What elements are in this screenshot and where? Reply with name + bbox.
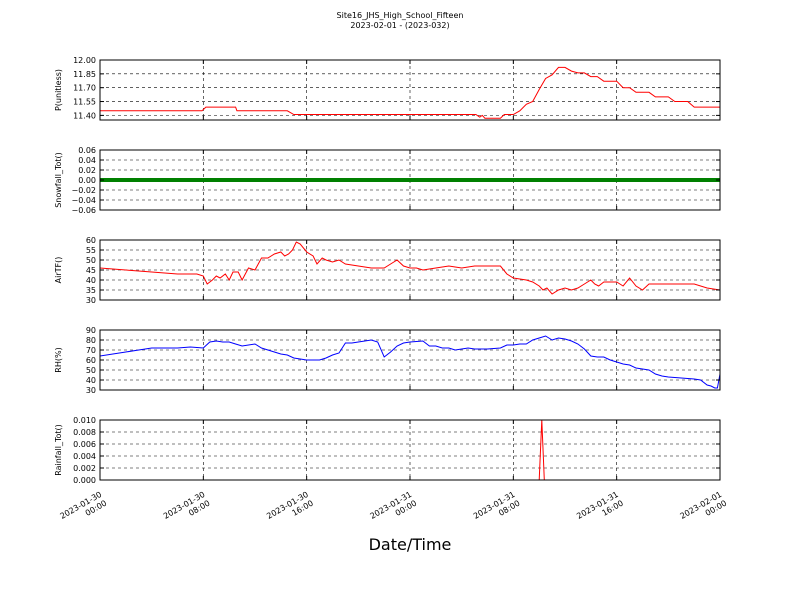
y-tick-label: 60 <box>86 236 96 245</box>
y-tick-label: 40 <box>86 376 96 385</box>
y-tick-label: 35 <box>86 286 96 295</box>
chart-title: Site16_JHS_High_School_Fifteen <box>337 11 464 20</box>
y-axis-label: P(unitless) <box>54 69 63 111</box>
y-tick-label: 11.85 <box>73 70 96 79</box>
y-tick-label: 45 <box>86 266 96 275</box>
y-tick-label: 0.010 <box>73 416 96 425</box>
y-tick-label: 80 <box>86 336 96 345</box>
y-tick-label: 55 <box>86 246 96 255</box>
y-tick-label: 90 <box>86 326 96 335</box>
y-tick-label: 0.000 <box>73 476 96 485</box>
y-tick-label: 12.00 <box>73 56 96 65</box>
panel-5: 0.000 0.002 0.004 0.006 0.008 0.010 Rainfall_T… <box>54 416 721 485</box>
y-tick-label: 70 <box>86 346 96 355</box>
y-tick-label: 0.02 <box>78 166 96 175</box>
y-tick-label: −0.04 <box>71 196 96 205</box>
y-axis-label: RH(%) <box>54 347 63 372</box>
y-tick-label: 60 <box>86 356 96 365</box>
y-axis-label: Snowfall_Tot() <box>54 152 63 208</box>
y-tick-label: 50 <box>86 366 96 375</box>
y-tick-label: 0.00 <box>78 176 96 185</box>
panels-layer: 11.40 11.55 11.70 11.85 12.00 P(unitless) −0.0… <box>54 56 721 485</box>
panel-1: 11.40 11.55 11.70 11.85 12.00 P(unitless) <box>54 56 721 121</box>
data-series-line <box>100 335 720 389</box>
y-tick-label: 11.40 <box>73 111 96 120</box>
y-tick-label: 50 <box>86 256 96 265</box>
y-tick-label: 11.70 <box>73 84 96 93</box>
y-tick-label: 0.006 <box>73 440 96 449</box>
y-tick-label: 11.55 <box>73 98 96 107</box>
panel-2: −0.06−0.04−0.020.000.020.040.06 Snowfall_… <box>54 146 721 215</box>
data-series-line <box>100 66 720 119</box>
data-series-line <box>100 241 720 295</box>
y-tick-label: 0.004 <box>73 452 96 461</box>
y-tick-label: 0.04 <box>78 156 96 165</box>
y-tick-label: 30 <box>86 296 96 305</box>
y-tick-label: 0.002 <box>73 464 96 473</box>
y-tick-label: 40 <box>86 276 96 285</box>
chart-subtitle: 2023-02-01 - (2023-032) <box>350 21 449 30</box>
x-axis-label: Date/Time <box>369 535 452 554</box>
y-tick-label: −0.02 <box>71 186 96 195</box>
y-axis-label: Rainfall_Tot() <box>54 424 63 476</box>
y-axis-label: AirTF() <box>54 257 63 284</box>
y-tick-label: −0.06 <box>71 206 96 215</box>
y-tick-label: 0.06 <box>78 146 96 155</box>
y-tick-label: 0.008 <box>73 428 96 437</box>
y-tick-label: 30 <box>86 386 96 395</box>
